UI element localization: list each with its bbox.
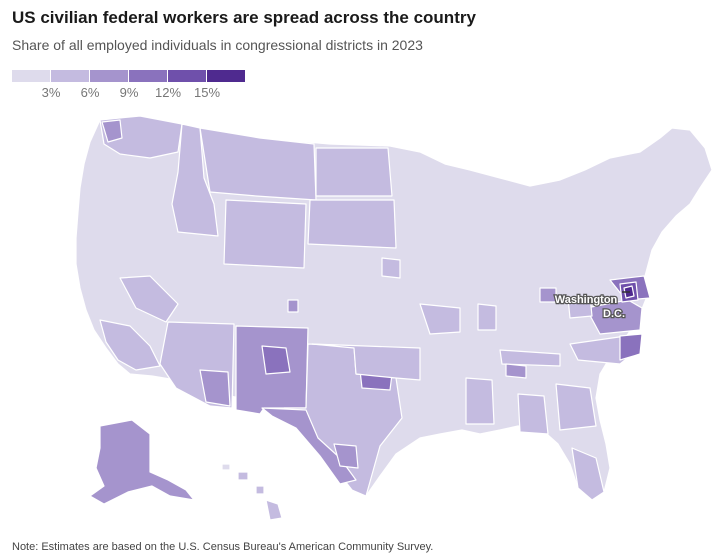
region-hawaii-maui — [255, 485, 265, 495]
district-north-carolina-east — [619, 333, 643, 361]
district-texas-west — [261, 407, 357, 485]
region-alaska — [89, 419, 195, 505]
district-colorado-springs — [287, 299, 299, 313]
us-district-map: Washington D.C. — [75, 115, 713, 521]
region-south-dakota — [307, 199, 397, 249]
region-mississippi — [465, 377, 495, 425]
legend-swatch-0 — [12, 70, 50, 82]
region-kansas — [381, 257, 401, 279]
region-georgia — [555, 383, 597, 431]
legend-ticks: 3% 6% 9% 12% 15% — [12, 85, 246, 103]
region-florida — [571, 447, 605, 501]
callout-dc: D.C. — [603, 308, 625, 320]
legend-tick-12: 12% — [154, 85, 182, 100]
region-hawaii-oahu — [237, 471, 249, 481]
legend-swatch-3 — [129, 70, 167, 82]
region-california-south — [99, 319, 161, 371]
region-wyoming — [223, 199, 307, 269]
region-north-dakota — [315, 147, 393, 197]
region-tennessee — [499, 349, 561, 367]
legend-swatch-4 — [168, 70, 206, 82]
district-san-antonio — [333, 443, 359, 469]
district-tucson — [199, 369, 231, 407]
legend-tick-15: 15% — [193, 85, 221, 100]
region-west-virginia — [567, 295, 593, 319]
region-hawaii-big-island — [265, 499, 283, 521]
legend-tick-6: 6% — [80, 85, 100, 100]
district-dayton — [539, 287, 557, 303]
region-nevada-south — [119, 275, 179, 323]
footnote: Note: Estimates are based on the U.S. Ce… — [12, 541, 434, 553]
region-montana — [199, 127, 317, 201]
legend-tick-3: 3% — [41, 85, 61, 100]
legend-swatches — [12, 70, 246, 82]
callout-washington: Washington — [555, 294, 618, 306]
region-oklahoma — [311, 343, 421, 381]
region-idaho — [171, 123, 219, 237]
district-new-mexico-north — [261, 345, 291, 375]
region-alabama — [517, 393, 549, 435]
region-missouri — [419, 303, 461, 335]
chart-title: US civilian federal workers are spread a… — [12, 8, 476, 27]
region-illinois-south — [477, 303, 497, 331]
dc-callout: Washington D.C. — [553, 291, 630, 321]
legend-swatch-2 — [90, 70, 128, 82]
district-memphis — [505, 363, 527, 379]
chart-subtitle: Share of all employed individuals in con… — [12, 37, 423, 53]
color-legend: 3% 6% 9% 12% 15% — [12, 70, 246, 103]
legend-tick-9: 9% — [119, 85, 139, 100]
legend-swatch-1 — [51, 70, 89, 82]
legend-swatch-5 — [207, 70, 245, 82]
district-seattle — [101, 119, 123, 143]
region-hawaii-kauai — [221, 463, 231, 471]
region-virginia — [585, 299, 643, 335]
